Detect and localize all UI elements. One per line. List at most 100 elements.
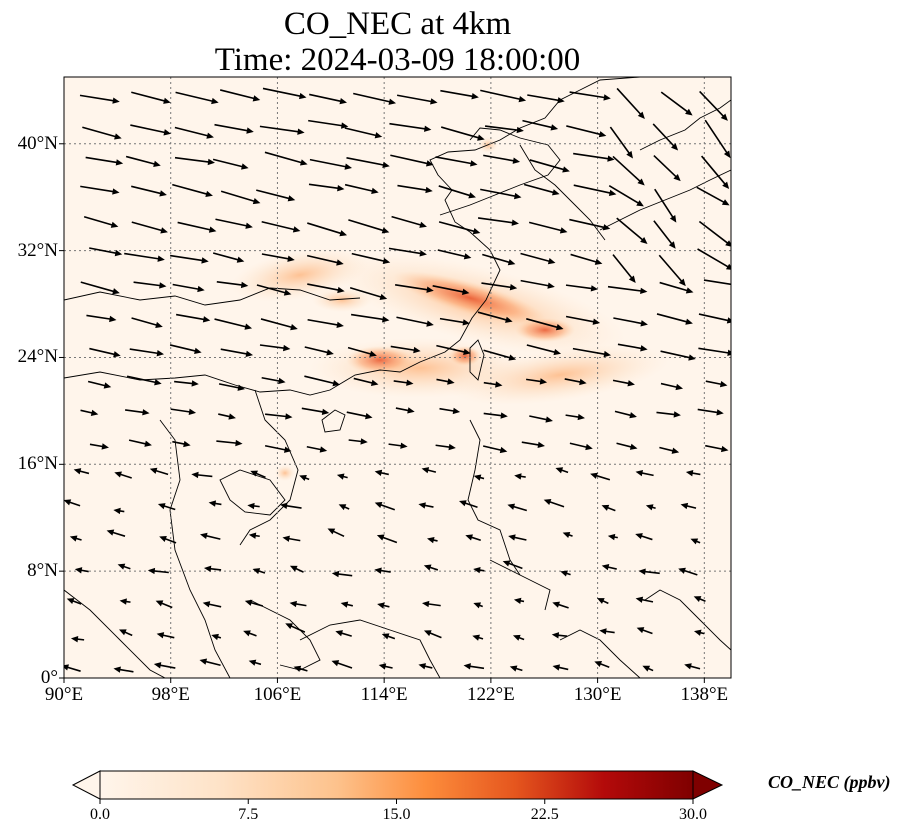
wind-arrow (128, 439, 152, 447)
wind-arrow (616, 442, 638, 450)
wind-arrow (613, 317, 648, 327)
wind-arrow (377, 602, 390, 609)
wind-arrow (175, 313, 211, 323)
wind-arrow (526, 344, 562, 356)
wind-arrow (614, 410, 637, 419)
wind-arrow (566, 125, 607, 138)
wind-arrow (307, 283, 345, 294)
wind-arrow (396, 316, 434, 327)
wind-arrow (202, 601, 222, 608)
wind-arrow (439, 317, 470, 326)
wind-arrow (331, 660, 353, 669)
wind-arrow (612, 155, 645, 186)
wind-arrow (388, 247, 427, 257)
wind-arrow (608, 184, 644, 207)
wind-arrow (465, 534, 481, 541)
wind-arrow (439, 407, 461, 415)
lat-label: 16°N (17, 453, 58, 475)
wind-arrow (85, 156, 124, 166)
colorbar-extend-min (71, 770, 101, 800)
wind-arrow (656, 313, 693, 325)
wind-arrow (390, 154, 434, 167)
wind-arrow (261, 220, 301, 233)
wind-arrow (421, 600, 441, 608)
wind-arrow (573, 152, 615, 162)
wind-arrow (172, 183, 213, 197)
wind-arrow (569, 91, 611, 101)
wind-arrow (459, 500, 478, 509)
wind-arrow (528, 221, 568, 234)
colorbar-gradient (99, 770, 694, 800)
wind-arrow (427, 536, 438, 544)
wind-arrow (306, 254, 344, 266)
wind-arrow (565, 413, 585, 421)
wind-arrow (248, 659, 262, 666)
wind-arrow (129, 348, 165, 357)
wind-arrow (658, 254, 686, 287)
wind-arrow (645, 504, 656, 511)
wind-arrow (214, 123, 254, 134)
wind-arrow (378, 663, 393, 670)
wind-arrow (659, 281, 694, 294)
wind-arrow (393, 379, 414, 386)
wind-arrow (569, 442, 593, 451)
wind-arrow (285, 623, 306, 633)
wind-arrow (432, 285, 470, 295)
wind-arrow (259, 125, 305, 135)
wind-arrow (642, 665, 654, 672)
wind-arrow (438, 185, 476, 199)
wind-arrow (159, 535, 177, 544)
wind-arrow (529, 415, 553, 423)
wind-arrow (480, 89, 527, 103)
wind-arrow (483, 381, 503, 388)
wind-arrow (169, 254, 209, 264)
wind-arrow (177, 221, 217, 233)
wind-arrow (376, 534, 398, 544)
wind-arrow (174, 380, 199, 387)
wind-arrow (264, 151, 308, 166)
wind-arrow (653, 154, 681, 182)
wind-arrow (106, 529, 126, 537)
wind-arrow (463, 663, 485, 670)
wind-arrow (208, 500, 222, 507)
wind-arrow (126, 375, 162, 386)
wind-arrow (114, 471, 132, 479)
wind-arrow (564, 378, 587, 386)
wind-arrow (396, 94, 438, 105)
wind-arrow (169, 344, 202, 354)
wind-arrow (418, 663, 433, 670)
wind-arrow (374, 501, 396, 511)
wind-arrow (421, 467, 437, 474)
wind-arrow (174, 126, 214, 139)
wind-arrow (394, 284, 434, 293)
map-subtitle-time: Time: 2024-03-09 18:00:00 (214, 42, 581, 78)
wind-arrow (250, 470, 266, 479)
wind-arrow (346, 411, 373, 420)
wind-arrow (635, 469, 654, 477)
wind-arrow (436, 344, 471, 355)
wind-arrow (119, 598, 131, 605)
wind-arrow (660, 91, 693, 116)
lon-label: 114°E (360, 684, 408, 705)
wind-arrow (374, 567, 391, 574)
wind-arrow (117, 563, 131, 570)
wind-arrow (473, 602, 483, 609)
wind-arrow (440, 89, 479, 100)
wind-arrow (660, 350, 696, 361)
wind-arrow (216, 439, 243, 447)
wind-arrow (220, 348, 254, 357)
lon-label: 122°E (467, 684, 515, 705)
wind-arrow (299, 475, 310, 482)
wind-arrow (353, 92, 397, 105)
wind-arrow (555, 467, 569, 474)
wind-arrow (438, 221, 481, 235)
wind-arrow (573, 184, 617, 197)
lat-label: 0° (40, 667, 58, 688)
wind-arrow (64, 499, 81, 507)
wind-arrow (440, 126, 485, 141)
wind-arrow (569, 218, 611, 231)
wind-vectors (64, 87, 731, 673)
wind-arrow (520, 279, 555, 289)
wind-arrow (529, 159, 570, 173)
wind-arrow (654, 188, 677, 223)
